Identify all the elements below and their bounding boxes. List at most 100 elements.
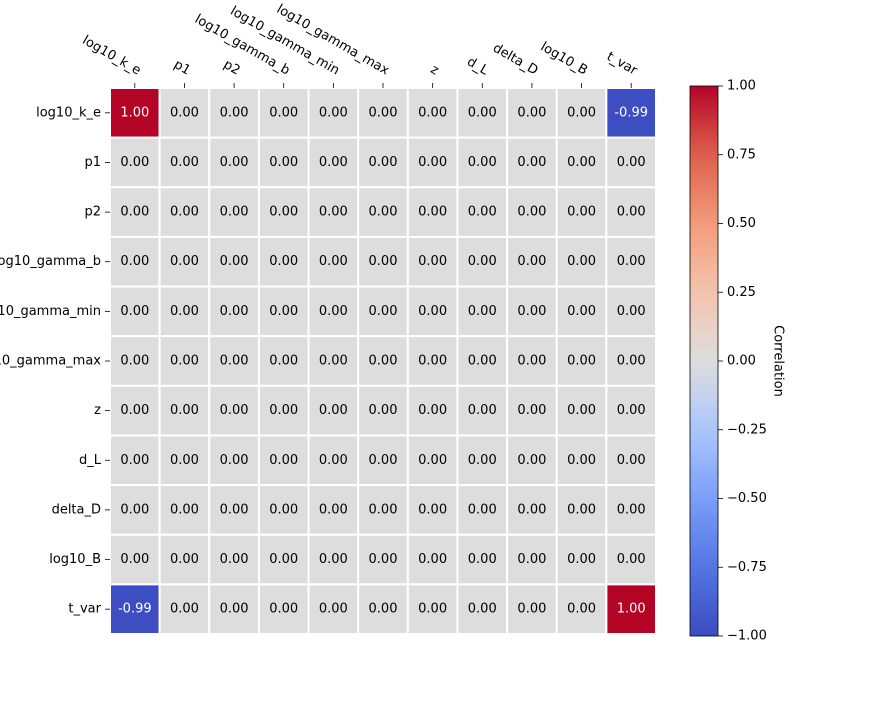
heatmap-value-label: 0.00 <box>269 453 298 468</box>
heatmap-value-label: 0.00 <box>170 205 199 220</box>
heatmap-cell <box>109 484 161 536</box>
x-tick-label: p2 <box>221 57 243 78</box>
heatmap-cell <box>109 136 161 189</box>
heatmap-cell <box>307 533 360 586</box>
heatmap-value-label: 0.00 <box>617 254 646 269</box>
heatmap-cell <box>605 87 658 139</box>
heatmap-cell <box>109 434 161 487</box>
heatmap-value-label: 0.00 <box>220 205 249 220</box>
heatmap-value-label: 0.00 <box>468 155 497 170</box>
heatmap-value-label: 0.00 <box>120 354 149 369</box>
heatmap-value-label: 0.00 <box>220 105 249 120</box>
heatmap-cell <box>158 285 211 338</box>
heatmap-cell <box>109 583 161 636</box>
heatmap-cell <box>456 434 509 487</box>
heatmap-value-label: 0.00 <box>369 304 398 319</box>
heatmap-value-label: 0.00 <box>617 354 646 369</box>
heatmap-value-label: 0.00 <box>220 155 249 170</box>
heatmap-cell <box>506 533 558 586</box>
heatmap-value-label: 0.00 <box>369 254 398 269</box>
heatmap-value-label: 0.00 <box>418 354 447 369</box>
x-tick-label: z <box>428 62 442 78</box>
heatmap-cell <box>257 533 310 586</box>
heatmap-cell <box>506 136 558 189</box>
x-tick-label: t_var <box>604 49 640 79</box>
heatmap-value-label: 0.00 <box>220 354 249 369</box>
x-tick-label: log10_k_e <box>80 33 144 78</box>
heatmap-value-label: 0.00 <box>369 105 398 120</box>
heatmap-value-label: 0.00 <box>517 304 546 319</box>
heatmap-value-label: 1.00 <box>617 602 646 617</box>
heatmap-cell <box>257 235 310 288</box>
colorbar-tick-label: −0.50 <box>727 491 767 506</box>
heatmap-value-label: 0.00 <box>220 254 249 269</box>
heatmap-value-label: 0.00 <box>319 354 348 369</box>
y-tick-label: delta_D <box>52 502 101 517</box>
heatmap-value-label: 0.00 <box>567 552 596 567</box>
heatmap-value-label: 0.00 <box>269 254 298 269</box>
heatmap-cell <box>357 136 409 189</box>
y-tick-label: p2 <box>84 205 101 220</box>
colorbar-tick-label: −0.75 <box>727 560 767 575</box>
heatmap-cell <box>506 384 558 437</box>
heatmap-cell <box>109 335 161 387</box>
heatmap-cell <box>307 434 360 487</box>
heatmap-cell <box>456 484 509 536</box>
heatmap-value-label: 0.00 <box>220 502 249 517</box>
y-tick-label: log10_gamma_b <box>0 254 101 269</box>
colorbar-tick-label: 0.50 <box>727 216 756 231</box>
heatmap-value-label: 0.00 <box>567 254 596 269</box>
heatmap-value-label: 0.00 <box>220 552 249 567</box>
heatmap-cell <box>605 285 658 338</box>
heatmap-value-label: 0.00 <box>319 453 348 468</box>
heatmap-value-label: 0.00 <box>468 105 497 120</box>
colorbar-label: Correlation <box>771 325 786 397</box>
heatmap-value-label: 0.00 <box>170 602 199 617</box>
heatmap-cell <box>605 335 658 387</box>
heatmap-value-label: 0.00 <box>269 552 298 567</box>
heatmap-value-label: 0.00 <box>468 602 497 617</box>
heatmap-value-label: 0.00 <box>269 403 298 418</box>
heatmap-value-label: 0.00 <box>319 403 348 418</box>
heatmap-cell <box>555 285 608 338</box>
y-tick-label: z <box>94 403 101 418</box>
x-tick-label: log10_B <box>538 40 590 79</box>
heatmap-cells <box>109 87 658 636</box>
colorbar-tick-label: −0.25 <box>727 422 767 437</box>
heatmap-cell <box>555 136 608 189</box>
heatmap-value-label: 0.00 <box>517 502 546 517</box>
heatmap-value-label: 0.00 <box>220 453 249 468</box>
heatmap-cell <box>257 335 310 387</box>
heatmap-value-label: 0.00 <box>517 403 546 418</box>
heatmap-value-label: 0.00 <box>418 453 447 468</box>
heatmap-cell <box>456 87 509 139</box>
x-tick-label: p1 <box>171 57 193 78</box>
heatmap-value-label: 0.00 <box>517 105 546 120</box>
heatmap-value-label: 0.00 <box>269 502 298 517</box>
heatmap-value-label: 0.00 <box>517 254 546 269</box>
colorbar-tick-label: 1.00 <box>727 79 756 94</box>
heatmap-value-label: 0.00 <box>468 552 497 567</box>
heatmap-value-label: 0.00 <box>567 155 596 170</box>
x-axis-top: log10_k_e p1 p2log10_gamma_blog10_gamma_mi… <box>80 2 640 88</box>
heatmap-value-label: 0.00 <box>220 403 249 418</box>
heatmap-cell <box>158 434 211 487</box>
heatmap-cell <box>506 484 558 536</box>
heatmap-cell <box>456 583 509 636</box>
heatmap-value-label: 0.00 <box>617 304 646 319</box>
heatmap-value-label: -0.99 <box>614 105 648 120</box>
heatmap-cell <box>506 186 558 238</box>
heatmap-value-label: 0.00 <box>468 502 497 517</box>
heatmap-cell <box>406 384 459 437</box>
heatmap-value-label: 0.00 <box>120 205 149 220</box>
heatmap-value-label: -0.99 <box>118 602 152 617</box>
heatmap-cell <box>605 434 658 487</box>
heatmap-cell <box>307 136 360 189</box>
heatmap-cell <box>257 285 310 338</box>
heatmap-value-label: 0.00 <box>269 354 298 369</box>
heatmap-cell <box>357 384 409 437</box>
y-tick-label: log10_B <box>49 552 101 567</box>
heatmap-value-label: 0.00 <box>269 304 298 319</box>
heatmap-cell <box>605 533 658 586</box>
